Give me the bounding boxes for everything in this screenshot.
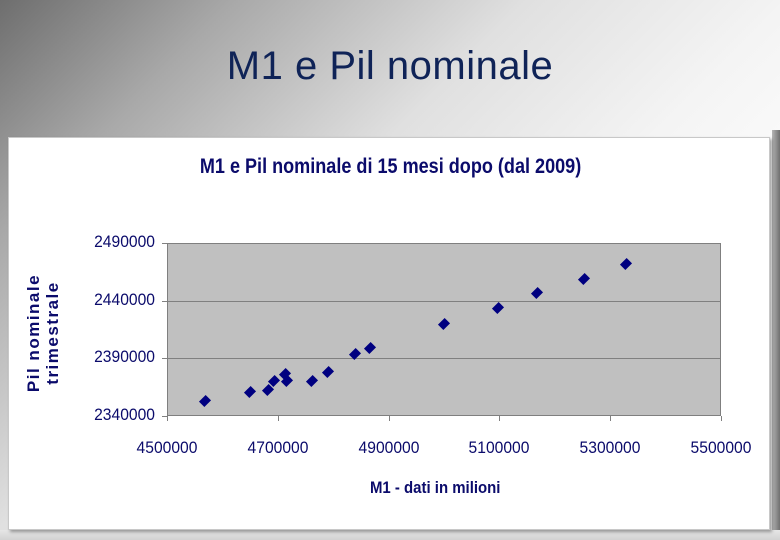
data-point-diamond-marker [199, 395, 212, 408]
data-point-diamond-marker [619, 258, 632, 271]
y-tick-mark [162, 358, 167, 359]
y-axis-title-line-2: trimestrale [43, 281, 62, 385]
y-axis-title-line-1: Pil nominale [24, 273, 43, 393]
data-point-diamond-marker [321, 365, 334, 378]
data-point-diamond-marker [437, 318, 451, 331]
slide-title: M1 e Pil nominale [226, 44, 554, 88]
x-tick-mark [389, 416, 390, 421]
x-axis-title: M1 - dati in milioni [60, 478, 731, 498]
y-tick-mark [162, 243, 167, 244]
x-tick-mark [499, 416, 500, 421]
x-tick-mark [610, 416, 611, 421]
data-point-diamond-marker [244, 385, 257, 399]
y-tick-label: 2340000 [94, 405, 155, 424]
data-point-diamond-marker [305, 375, 318, 388]
gridline [168, 300, 720, 302]
y-tick-mark [162, 416, 167, 417]
y-tick-mark [162, 301, 167, 302]
x-axis-title-text: M1 - dati in milioni [369, 478, 501, 497]
data-point-diamond-marker [363, 341, 376, 354]
x-tick-label: 4700000 [247, 438, 309, 457]
y-tick-label: 2490000 [94, 232, 155, 251]
x-tick-label: 5100000 [468, 438, 530, 457]
x-tick-mark [721, 416, 722, 421]
y-tick-label: 2440000 [94, 289, 155, 309]
x-tick-label: 5500000 [690, 438, 752, 457]
data-point-diamond-marker [577, 273, 590, 286]
x-tick-label: 4500000 [136, 438, 198, 457]
y-axis-title: Pil nominale trimestrale [24, 248, 62, 418]
x-tick-mark [278, 416, 279, 421]
background-shade-right [772, 130, 780, 540]
y-tick-label: 2390000 [94, 347, 155, 367]
gridline [168, 358, 720, 360]
x-tick-label: 4900000 [358, 438, 420, 457]
x-tick-label: 5300000 [579, 438, 641, 457]
chart-title: M1 e Pil nominale di 15 mesi dopo (dal 2… [199, 155, 582, 178]
data-point-diamond-marker [491, 302, 504, 315]
plot-area [167, 243, 721, 416]
data-point-diamond-marker [531, 287, 544, 300]
background-shade-bottom [0, 530, 780, 540]
x-tick-mark [167, 416, 168, 421]
